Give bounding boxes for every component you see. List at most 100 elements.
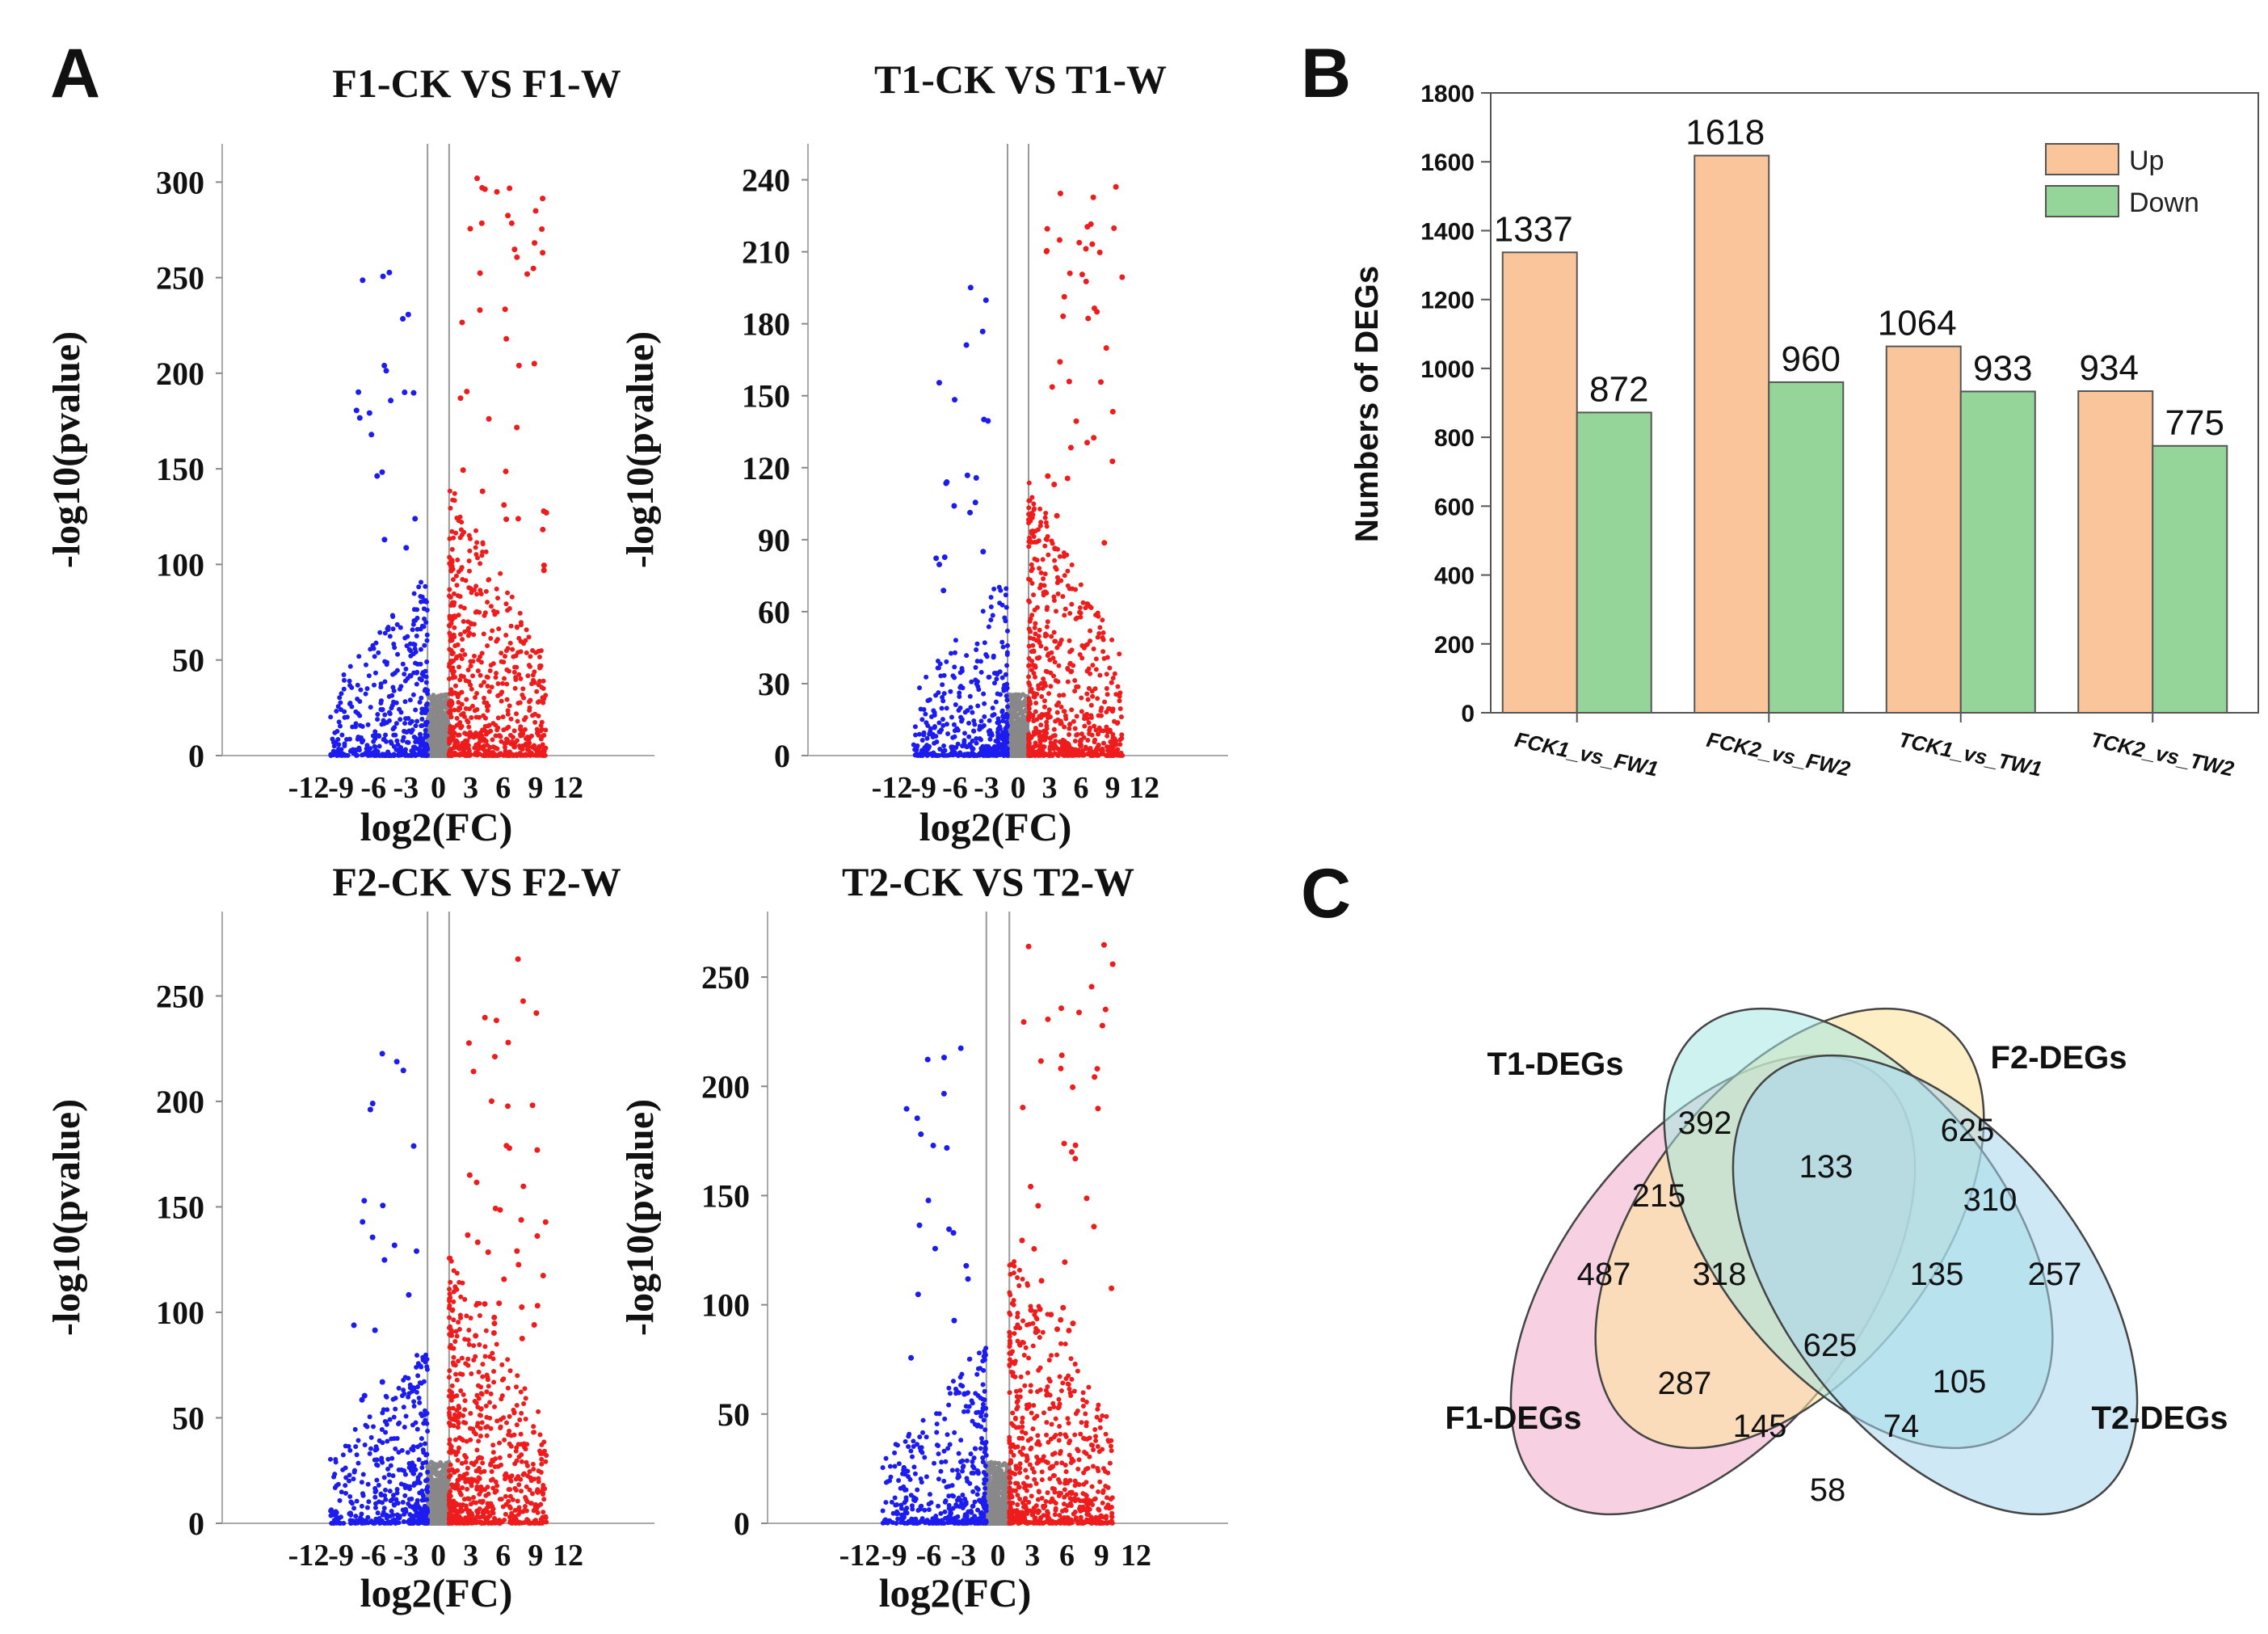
volcano-point-up (1026, 520, 1032, 526)
volcano-point-up (1029, 686, 1034, 692)
volcano-point-up (454, 1377, 460, 1383)
volcano-point-up (451, 1299, 457, 1304)
volcano-point-down (406, 728, 412, 734)
volcano-point-down (405, 676, 410, 681)
volcano-point-down (423, 727, 428, 733)
volcano-point-down (940, 682, 945, 688)
volcano-point-up (467, 225, 473, 232)
volcano-point-down (940, 722, 946, 728)
volcano-point-up (1050, 541, 1055, 546)
volcano-point-up (452, 498, 457, 503)
volcano-point-up (1052, 545, 1058, 552)
volcano-point-ns (1019, 723, 1025, 729)
volcano-point-up (1043, 668, 1049, 674)
volcano-point-down (390, 726, 396, 732)
volcano-point-ns (434, 1497, 440, 1503)
volcano-point-up (1071, 718, 1076, 724)
volcano-point-down (395, 742, 401, 748)
volcano-point-ns (1007, 709, 1012, 714)
volcano-point-up (1109, 680, 1114, 685)
volcano-point-down (941, 554, 948, 560)
volcano-point-up (1037, 523, 1043, 529)
volcano-point-up (466, 1327, 472, 1333)
volcano-point-down (418, 646, 423, 652)
volcano-point-down (972, 499, 978, 506)
volcano-point-up (499, 698, 504, 704)
volcano-point-up (461, 710, 466, 716)
volcano-point-up (1038, 520, 1044, 525)
volcano-point-down (337, 752, 343, 758)
volcano-point-down (940, 694, 945, 700)
volcano-point-up (1088, 638, 1093, 644)
volcano-point-down (999, 639, 1005, 645)
volcano-point-up (525, 673, 531, 679)
volcano-point-up (449, 546, 455, 552)
volcano-point-up (490, 1450, 496, 1455)
volcano-point-up (504, 697, 510, 702)
volcano-point-up (505, 1357, 511, 1362)
volcano-point-up (453, 573, 459, 579)
volcano-point-up (524, 271, 531, 277)
volcano-point-up (479, 744, 485, 750)
volcano-point-up (544, 1519, 549, 1525)
volcano-point-up (1038, 570, 1044, 575)
volcano-point-down (328, 714, 334, 720)
volcano-y-tick-label: 0 (188, 1506, 204, 1542)
volcano-point-up (462, 629, 468, 634)
volcano-point-down (981, 691, 987, 697)
volcano-point-up (517, 610, 523, 616)
volcano-point-down (1001, 752, 1007, 758)
volcano-point-up (538, 1469, 544, 1475)
volcano-point-up (1102, 699, 1108, 705)
volcano-point-up (494, 727, 500, 733)
volcano-point-up (1031, 533, 1037, 539)
volcano-point-down (337, 695, 343, 701)
volcano-point-up (1104, 672, 1109, 677)
volcano-point-down (412, 642, 418, 647)
volcano-point-up (448, 708, 453, 714)
volcano-point-up (1058, 638, 1064, 643)
volcano-point-down (423, 583, 428, 589)
volcano-point-ns (440, 735, 445, 740)
volcano-point-down (331, 750, 337, 756)
volcano-point-down (999, 709, 1005, 714)
volcano-point-down (353, 747, 359, 752)
volcano-point-up (1066, 378, 1072, 385)
volcano-point-up (479, 553, 485, 558)
volcano-point-up (467, 734, 473, 739)
volcano-point-up (506, 724, 511, 730)
volcano-point-up (1072, 739, 1078, 744)
volcano-point-up (531, 360, 537, 367)
volcano-point-down (950, 735, 956, 740)
volcano-point-up (468, 1501, 473, 1507)
volcano-point-up (1067, 731, 1072, 737)
volcano-y-tick-label: 100 (156, 546, 204, 583)
volcano-point-up (1113, 752, 1119, 757)
volcano-point-up (494, 1341, 499, 1347)
volcano-point-down (951, 722, 957, 727)
volcano-point-down (940, 748, 946, 754)
volcano-point-down (410, 692, 416, 697)
volcano-point-down (419, 739, 425, 745)
volcano-point-up (534, 689, 540, 694)
volcano-point-up (543, 1459, 549, 1464)
volcano-point-down (385, 625, 391, 630)
volcano-point-up (519, 1459, 524, 1464)
volcano-point-up (459, 1355, 465, 1361)
volcano-point-up (1034, 604, 1040, 610)
volcano-point-up (1061, 709, 1067, 714)
volcano-point-down (402, 672, 407, 677)
volcano-point-up (1047, 735, 1053, 741)
volcano-point-up (1088, 702, 1094, 708)
volcano-point-up (514, 1422, 520, 1428)
volcano-point-down (390, 672, 396, 677)
volcano-point-up (1084, 668, 1090, 674)
volcano-point-ns (1015, 748, 1020, 754)
volcano-point-up (1088, 715, 1094, 721)
volcano-point-down (372, 654, 377, 659)
volcano-point-up (527, 663, 532, 669)
volcano-point-up (1056, 663, 1062, 668)
volcano-point-up (511, 246, 518, 253)
volcano-point-up (491, 1379, 497, 1385)
